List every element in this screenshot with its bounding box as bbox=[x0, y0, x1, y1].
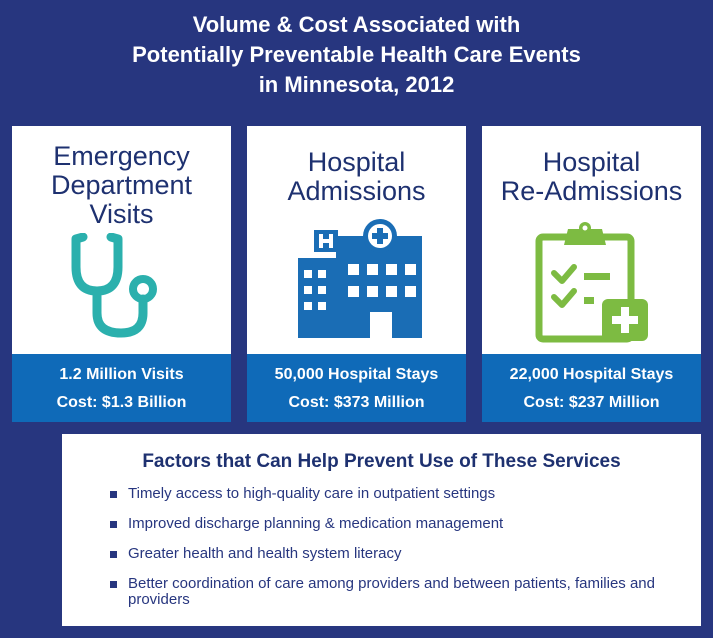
list-item-text: Better coordination of care among provid… bbox=[128, 575, 655, 608]
card-title-line: Emergency bbox=[53, 141, 190, 171]
clipboard-checklist-icon bbox=[482, 221, 701, 343]
card-title-line: Admissions bbox=[287, 176, 426, 206]
stat-cost: Cost: $1.3 Billion bbox=[56, 394, 187, 411]
card-title: Hospital Re-Admissions bbox=[482, 148, 701, 206]
stat-volume: 22,000 Hospital Stays bbox=[509, 366, 674, 383]
hospital-building-icon bbox=[247, 218, 466, 338]
card-title: Hospital Admissions bbox=[247, 148, 466, 206]
square-bullet-icon bbox=[110, 551, 117, 558]
card-title-line: Visits bbox=[89, 199, 154, 229]
card-title-line: Department bbox=[50, 170, 193, 200]
card-title-line: Re-Admissions bbox=[500, 176, 683, 206]
square-bullet-icon bbox=[110, 581, 117, 588]
infographic-title: Volume & Cost Associated with Potentiall… bbox=[0, 10, 713, 100]
title-line-3: in Minnesota, 2012 bbox=[258, 72, 455, 97]
card-emergency-department-visits: Emergency Department Visits 1.2 Million … bbox=[12, 126, 231, 422]
list-item: Better coordination of care among provid… bbox=[110, 576, 670, 608]
stethoscope-icon bbox=[12, 233, 231, 345]
stat-volume: 50,000 Hospital Stays bbox=[274, 366, 439, 383]
list-item: Timely access to high-quality care in ou… bbox=[110, 486, 670, 502]
title-line-2: Potentially Preventable Health Care Even… bbox=[132, 42, 581, 67]
list-item-text: Improved discharge planning & medication… bbox=[128, 515, 504, 532]
list-item: Improved discharge planning & medication… bbox=[110, 516, 670, 532]
stats-band: 1.2 Million Visits Cost: $1.3 Billion bbox=[12, 354, 231, 422]
title-line-1: Volume & Cost Associated with bbox=[192, 12, 521, 37]
factors-panel: Factors that Can Help Prevent Use of The… bbox=[62, 434, 701, 626]
list-item-text: Timely access to high-quality care in ou… bbox=[128, 485, 496, 502]
card-title-line: Hospital bbox=[542, 147, 641, 177]
card-hospital-admissions: Hospital Admissions bbox=[247, 126, 466, 422]
list-item-text: Greater health and health system literac… bbox=[128, 545, 402, 562]
list-item: Greater health and health system literac… bbox=[110, 546, 670, 562]
factors-title: Factors that Can Help Prevent Use of The… bbox=[142, 451, 621, 472]
card-hospital-re-admissions: Hospital Re-Admissions 22,000 Hospital S… bbox=[482, 126, 701, 422]
stats-band: 50,000 Hospital Stays Cost: $373 Million bbox=[247, 354, 466, 422]
factors-list: Timely access to high-quality care in ou… bbox=[110, 486, 670, 622]
stats-band: 22,000 Hospital Stays Cost: $237 Million bbox=[482, 354, 701, 422]
stat-volume: 1.2 Million Visits bbox=[59, 366, 184, 383]
stat-cost: Cost: $237 Million bbox=[523, 394, 660, 411]
card-title-line: Hospital bbox=[307, 147, 406, 177]
square-bullet-icon bbox=[110, 521, 117, 528]
card-title: Emergency Department Visits bbox=[12, 142, 231, 229]
stat-cost: Cost: $373 Million bbox=[288, 394, 425, 411]
square-bullet-icon bbox=[110, 491, 117, 498]
